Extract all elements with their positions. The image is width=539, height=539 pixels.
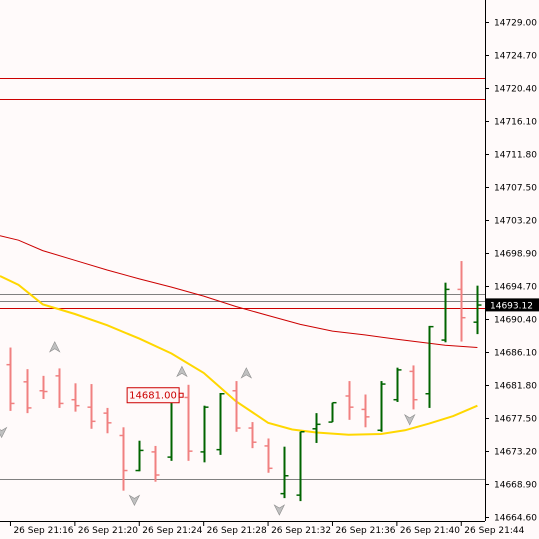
arrow-up-icon[interactable]: [240, 367, 253, 379]
y-tick-label: 14711.80: [494, 151, 537, 161]
y-tick-label: 14698.90: [494, 250, 537, 260]
x-tick-label: 26 Sep 21:20: [78, 526, 138, 536]
arrow-down-icon[interactable]: [273, 504, 286, 516]
y-tick-label: 14681.80: [494, 382, 537, 392]
ma-fast-line: [0, 275, 478, 436]
y-tick-label: 14677.50: [494, 415, 537, 425]
ma-slow-line: [0, 235, 478, 348]
y-tick-label: 14716.10: [494, 118, 537, 128]
y-tick-label: 14686.10: [494, 349, 537, 359]
y-tick-label: 14729.00: [494, 19, 537, 29]
y-tick-label: 14668.90: [494, 481, 537, 491]
marker-label: 14681.00: [129, 391, 177, 402]
x-tick-label: 26 Sep 21:16: [13, 526, 73, 536]
x-tick-label: 26 Sep 21:28: [207, 526, 267, 536]
arrow-down-icon[interactable]: [128, 494, 141, 507]
x-tick-label: 26 Sep 21:40: [400, 526, 460, 536]
y-tick-label: 14703.20: [494, 217, 537, 227]
y-tick-label: 14707.50: [494, 184, 537, 194]
arrow-down-icon[interactable]: [404, 414, 416, 426]
current-price-label: 14693.12: [490, 301, 533, 311]
arrow-up-icon[interactable]: [49, 341, 61, 353]
y-tick-label: 14690.40: [494, 316, 537, 326]
arrow-down-icon[interactable]: [0, 426, 8, 439]
y-tick-label: 14664.60: [494, 514, 537, 524]
y-tick-label: 14694.70: [494, 283, 537, 293]
x-tick-label: 26 Sep 21:32: [271, 526, 331, 536]
x-tick-label: 26 Sep 21:24: [142, 526, 202, 536]
current-price-box: [486, 298, 539, 312]
y-tick-label: 14720.40: [494, 85, 537, 95]
y-tick-label: 14724.70: [494, 52, 537, 62]
x-tick-label: 26 Sep 21:44: [464, 526, 524, 536]
marker-point: [178, 392, 184, 398]
y-tick-label: 14673.20: [494, 448, 537, 458]
x-tick-label: 26 Sep 21:36: [335, 526, 395, 536]
arrow-up-icon[interactable]: [176, 365, 188, 378]
